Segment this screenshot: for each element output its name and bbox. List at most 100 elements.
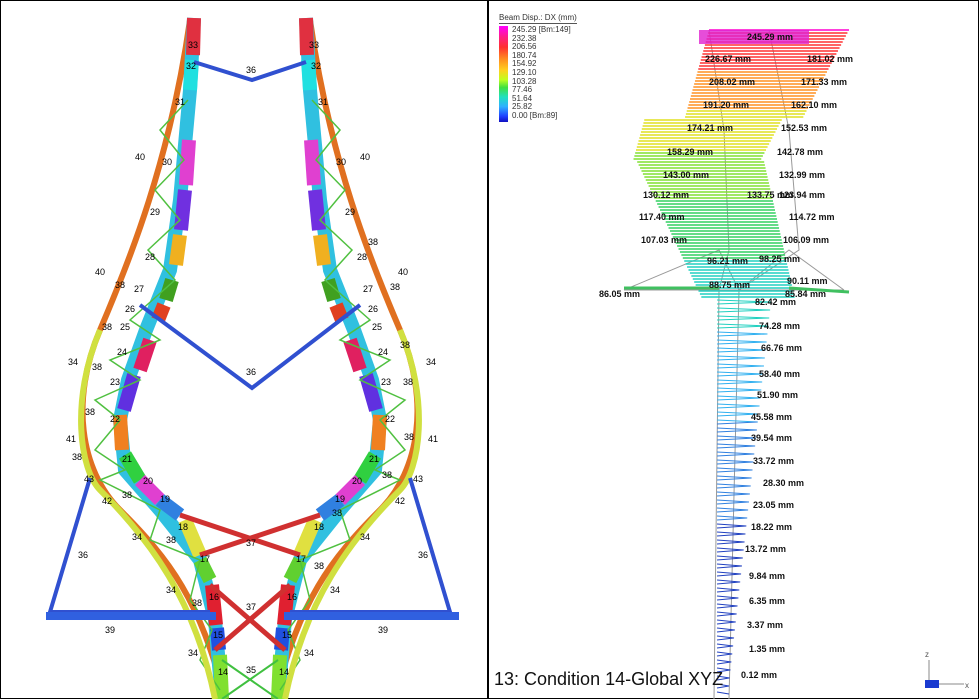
displacement-arrow — [716, 563, 742, 567]
displacement-result-view[interactable]: 245.29 mm 226.67 mm 181.02 mm 208.02 mm 171.… — [489, 0, 978, 699]
legend-value: 25.82 — [512, 102, 533, 112]
element-label: 34 — [330, 585, 340, 595]
displacement-arrow — [716, 341, 767, 345]
displacement-arrow — [716, 619, 736, 623]
element-label: 38 — [332, 508, 342, 518]
red-cross-bracing — [179, 512, 321, 652]
displacement-label: 107.03 mm — [641, 235, 687, 245]
displacement-arrow — [716, 403, 760, 407]
displacement-arrow — [716, 691, 730, 695]
base-beam-left — [46, 612, 216, 620]
element-label: 19 — [335, 494, 345, 504]
displacement-label: 18.22 mm — [751, 522, 792, 532]
color-legend: Beam Disp.: DX (mm) 245.29 [Bm:149] 232.… — [499, 13, 577, 122]
element-label: 37 — [246, 602, 256, 612]
displacement-arrow — [716, 571, 742, 575]
displacement-arrow — [716, 517, 747, 521]
displacement-label: 123.94 mm — [779, 190, 825, 200]
displacement-label: 85.84 mm — [785, 289, 826, 299]
legend-value: 129.10 — [512, 67, 537, 77]
displacement-arrow — [716, 507, 749, 511]
element-label: 29 — [345, 207, 355, 217]
element-label: 34 — [68, 357, 78, 367]
element-label: 20 — [352, 476, 362, 486]
displacement-label: 51.90 mm — [757, 390, 798, 400]
element-label: 38 — [368, 237, 378, 247]
element-labels: 33 33 32 32 36 36 36 36 31 31 40 40 40 40 30 30 29 29 28 28… — [66, 40, 438, 677]
displacement-label: 142.78 mm — [777, 147, 823, 157]
displacement-arrow — [716, 365, 764, 369]
displacement-arrow — [716, 557, 743, 561]
element-label: 38 — [390, 282, 400, 292]
displacement-arrow — [716, 459, 754, 463]
displacement-arrow — [716, 587, 740, 591]
displacement-arrow — [716, 683, 730, 687]
displacement-arrow — [716, 573, 741, 577]
displacement-arrow — [716, 339, 767, 343]
legend-value: 154.92 — [512, 59, 537, 69]
displacement-arrow — [716, 635, 735, 639]
structure-model-view[interactable]: 33 33 32 32 36 36 36 36 31 31 40 40 40 40 30 30 29 29 28 28… — [0, 0, 487, 699]
element-label: 15 — [282, 630, 292, 640]
element-label: 20 — [143, 476, 153, 486]
displacement-arrow — [716, 659, 732, 663]
element-label: 33 — [309, 40, 319, 50]
element-label: 42 — [395, 496, 405, 506]
element-label: 38 — [166, 535, 176, 545]
displacement-arrow — [716, 379, 763, 383]
displacement-arrow — [716, 643, 734, 647]
displacement-arrow — [716, 525, 746, 529]
displacement-label: 9.84 mm — [749, 571, 785, 581]
element-label: 24 — [378, 347, 388, 357]
element-label: 38 — [122, 490, 132, 500]
displacement-arrow — [716, 549, 744, 553]
displacement-arrow — [716, 645, 733, 649]
displacement-arrow — [716, 597, 739, 601]
element-label: 38 — [400, 340, 410, 350]
displacement-arrow — [716, 419, 758, 423]
displacement-label: 58.40 mm — [759, 369, 800, 379]
displacement-arrow — [716, 373, 763, 377]
displacement-arrow — [716, 541, 745, 545]
displacement-label: 114.72 mm — [789, 212, 835, 222]
displacement-label: 245.29 mm — [747, 32, 793, 42]
displacement-arrow — [716, 421, 758, 425]
element-label: 21 — [122, 454, 132, 464]
displacement-arrow — [716, 501, 749, 505]
axis-x-label: x — [965, 681, 969, 690]
displacement-arrow — [716, 429, 757, 433]
top-tie-member — [193, 60, 307, 83]
displacement-labels: 245.29 mm 226.67 mm 181.02 mm 208.02 mm 171.… — [599, 32, 853, 680]
element-label: 18 — [314, 522, 324, 532]
displacement-label: 130.12 mm — [643, 190, 689, 200]
displacement-label: 162.10 mm — [791, 100, 837, 110]
element-label: 29 — [150, 207, 160, 217]
displacement-label: 96.21 mm — [707, 256, 748, 266]
axis-z-label: z — [925, 650, 929, 659]
element-label: 43 — [413, 474, 423, 484]
element-label: 21 — [369, 454, 379, 464]
displacement-arrow — [716, 499, 750, 503]
displacement-arrow — [716, 355, 765, 359]
displacement-arrow — [716, 347, 766, 351]
displacement-arrow — [716, 669, 731, 673]
displacement-arrow — [716, 413, 759, 417]
element-label: 26 — [125, 304, 135, 314]
element-label: 38 — [115, 280, 125, 290]
displacement-arrow — [716, 651, 733, 655]
displacement-label: 171.33 mm — [801, 77, 847, 87]
displacement-arrow — [716, 533, 746, 537]
element-label: 40 — [360, 152, 370, 162]
element-label: 25 — [120, 322, 130, 332]
displacement-arrow — [716, 389, 761, 393]
element-label: 38 — [382, 470, 392, 480]
displacement-arrow — [716, 451, 755, 455]
element-label: 41 — [66, 434, 76, 444]
element-label: 38 — [92, 362, 102, 372]
element-label: 24 — [117, 347, 127, 357]
element-label: 30 — [336, 157, 346, 167]
element-label: 36 — [246, 65, 256, 75]
element-label: 38 — [404, 432, 414, 442]
displacement-label: 132.99 mm — [779, 170, 825, 180]
